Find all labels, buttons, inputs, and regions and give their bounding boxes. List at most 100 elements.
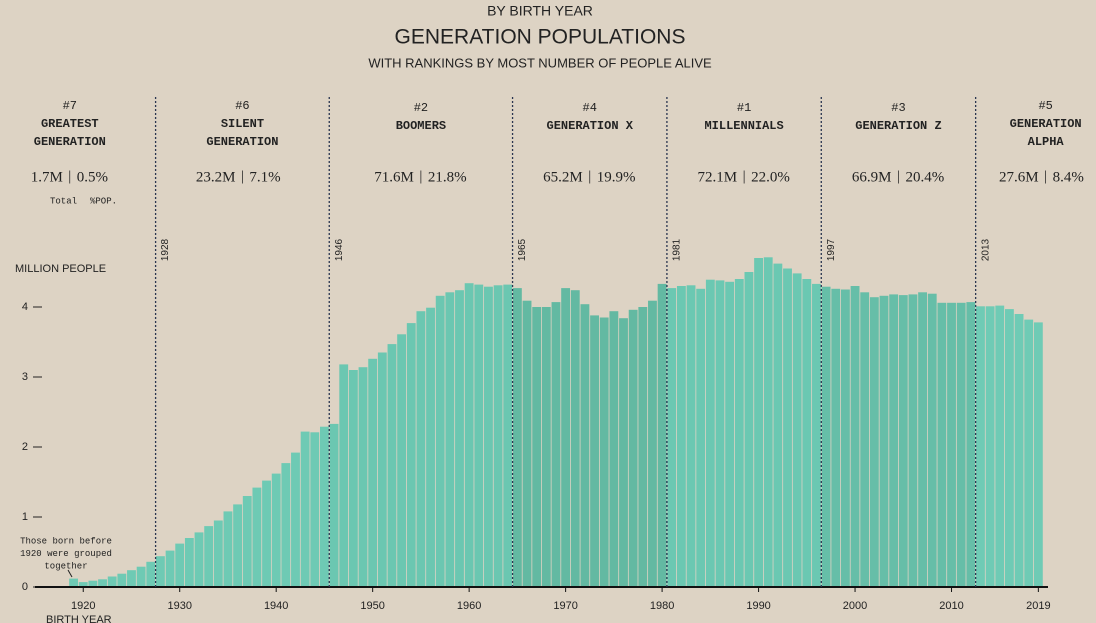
bar: [1004, 309, 1014, 587]
bar: [503, 284, 513, 587]
bar: [561, 288, 571, 587]
bar: [1014, 314, 1024, 587]
bar: [908, 294, 918, 587]
bar: [773, 263, 783, 587]
separator: |: [68, 168, 71, 184]
bar: [474, 284, 484, 587]
generation-total: 71.6M: [374, 169, 414, 185]
bar: [223, 511, 233, 587]
x-tick-label: 1970: [553, 600, 577, 612]
divider-year: 1981: [672, 238, 683, 261]
annotation: together: [44, 561, 87, 571]
x-tick-label: 1930: [167, 600, 191, 612]
total-label: Total: [50, 196, 77, 206]
bar: [204, 526, 214, 587]
bar: [570, 290, 580, 587]
divider-year: 1965: [517, 238, 528, 261]
bar: [879, 295, 889, 587]
x-tick-label: 1990: [746, 600, 770, 612]
bar: [590, 315, 599, 587]
bar: [792, 273, 802, 587]
x-tick-label: 2000: [843, 600, 867, 612]
generation-name: BOOMERS: [396, 119, 446, 133]
generation-name: GENERATION: [206, 135, 278, 149]
bar: [599, 317, 609, 587]
bar: [416, 311, 426, 587]
bar: [937, 302, 947, 587]
generation-name: GREATEST: [41, 117, 99, 131]
bar: [532, 307, 542, 587]
bar: [551, 302, 561, 587]
bar: [898, 295, 908, 587]
chart-title: GENERATION POPULATIONS: [395, 26, 686, 49]
bar: [387, 344, 397, 587]
generation-name: ALPHA: [1028, 135, 1065, 149]
bar: [821, 286, 831, 587]
bar: [213, 520, 223, 587]
generation-pct: 19.9%: [597, 169, 636, 185]
separator: |: [897, 168, 900, 184]
generation-name: MILLENNIALS: [704, 119, 783, 133]
y-tick-label: 0: [22, 581, 28, 593]
bar: [98, 579, 107, 587]
bar: [667, 288, 677, 587]
generation-name: GENERATION X: [547, 119, 634, 133]
bar: [348, 370, 358, 587]
separator: |: [241, 168, 244, 184]
divider-year: 2013: [980, 238, 991, 261]
bar: [840, 289, 850, 587]
bar: [522, 300, 532, 587]
bar: [850, 286, 860, 587]
bar: [705, 279, 715, 587]
bar: [69, 578, 79, 587]
generation-total: 1.7M: [31, 169, 63, 185]
bar: [609, 311, 619, 587]
bar: [233, 504, 243, 587]
bar: [397, 334, 407, 587]
bar: [300, 431, 310, 587]
generation-name: GENERATION: [34, 135, 106, 149]
bar: [455, 290, 464, 587]
bar: [812, 283, 821, 587]
bar: [426, 307, 435, 587]
bar: [377, 352, 387, 587]
bar: [763, 257, 773, 587]
x-tick-label: 1920: [71, 600, 95, 612]
bar: [175, 543, 185, 587]
generation-total: 65.2M: [543, 169, 583, 185]
bar: [368, 358, 378, 587]
bar: [676, 286, 686, 587]
bar: [985, 306, 995, 587]
x-tick-label: 2019: [1026, 600, 1050, 612]
bar: [464, 283, 474, 587]
bar: [918, 292, 928, 587]
bar: [320, 426, 329, 587]
bar: [310, 432, 320, 587]
generation-rank: #5: [1038, 99, 1052, 113]
divider-year: 1946: [334, 238, 345, 261]
bar: [734, 279, 744, 587]
generation-name: GENERATION Z: [855, 119, 941, 133]
bar: [252, 487, 262, 587]
bar: [271, 473, 281, 587]
x-tick-label: 1960: [457, 600, 481, 612]
bar: [580, 304, 590, 587]
bar: [956, 302, 966, 587]
bar: [966, 302, 976, 587]
bar: [1033, 322, 1043, 587]
generation-total: 27.6M: [999, 169, 1039, 185]
bar: [686, 285, 696, 587]
generation-pct: 8.4%: [1053, 169, 1084, 185]
bar: [329, 423, 339, 587]
bar: [78, 582, 88, 587]
bar: [802, 279, 812, 587]
bar: [976, 306, 985, 587]
generation-pct: 22.0%: [751, 169, 790, 185]
generation-rank: #6: [235, 99, 249, 113]
generation-name: GENERATION: [1010, 117, 1082, 131]
bar: [445, 292, 455, 587]
bar: [155, 556, 165, 587]
y-tick-label: 4: [22, 301, 28, 313]
x-tick-label: 1950: [360, 600, 384, 612]
